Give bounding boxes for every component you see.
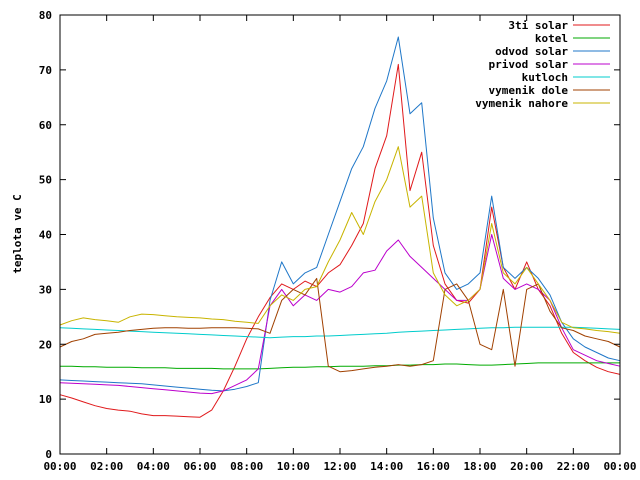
x-tick-label: 06:00 (183, 460, 216, 473)
legend-label: privod solar (489, 58, 569, 71)
x-tick-label: 00:00 (603, 460, 636, 473)
y-tick-label: 10 (39, 393, 52, 406)
series-line-kotel (60, 362, 620, 370)
y-tick-label: 40 (39, 229, 52, 242)
y-tick-label: 20 (39, 338, 52, 351)
x-tick-label: 22:00 (557, 460, 590, 473)
x-tick-label: 00:00 (43, 460, 76, 473)
series-line-privod-solar (59, 234, 621, 395)
x-tick-label: 02:00 (90, 460, 123, 473)
x-tick-label: 18:00 (463, 460, 496, 473)
x-tick-label: 04:00 (137, 460, 170, 473)
y-tick-label: 50 (39, 174, 52, 187)
legend-label: kutloch (522, 71, 568, 84)
x-tick-label: 10:00 (277, 460, 310, 473)
legend-label: 3ti solar (508, 19, 568, 32)
x-tick-label: 20:00 (510, 460, 543, 473)
series-line-vymenik-dole (59, 277, 621, 373)
legend-label: kotel (535, 32, 568, 45)
x-tick-label: 08:00 (230, 460, 263, 473)
legend-label: odvod solar (495, 45, 568, 58)
series-line-kutloch (59, 326, 621, 339)
series-line-vymenik-nahore (59, 146, 621, 334)
y-tick-label: 80 (39, 9, 52, 22)
x-tick-label: 14:00 (370, 460, 403, 473)
series-line-3ti-solar (59, 63, 621, 418)
legend-label: vymenik nahore (475, 97, 568, 110)
y-tick-label: 0 (45, 448, 52, 461)
x-tick-label: 12:00 (323, 460, 356, 473)
ticks-layer: 0 10 20 30 40 50 60 70 80 00:00 02:00 04:00 06:00 08:… (39, 9, 637, 473)
y-tick-label: 70 (39, 64, 52, 77)
y-tick-label: 60 (39, 119, 52, 132)
y-axis-title: teplota ve C (11, 194, 24, 273)
legend-label: vymenik dole (489, 84, 569, 97)
y-tick-label: 30 (39, 283, 52, 296)
x-tick-label: 16:00 (417, 460, 450, 473)
series-layer (59, 36, 621, 418)
